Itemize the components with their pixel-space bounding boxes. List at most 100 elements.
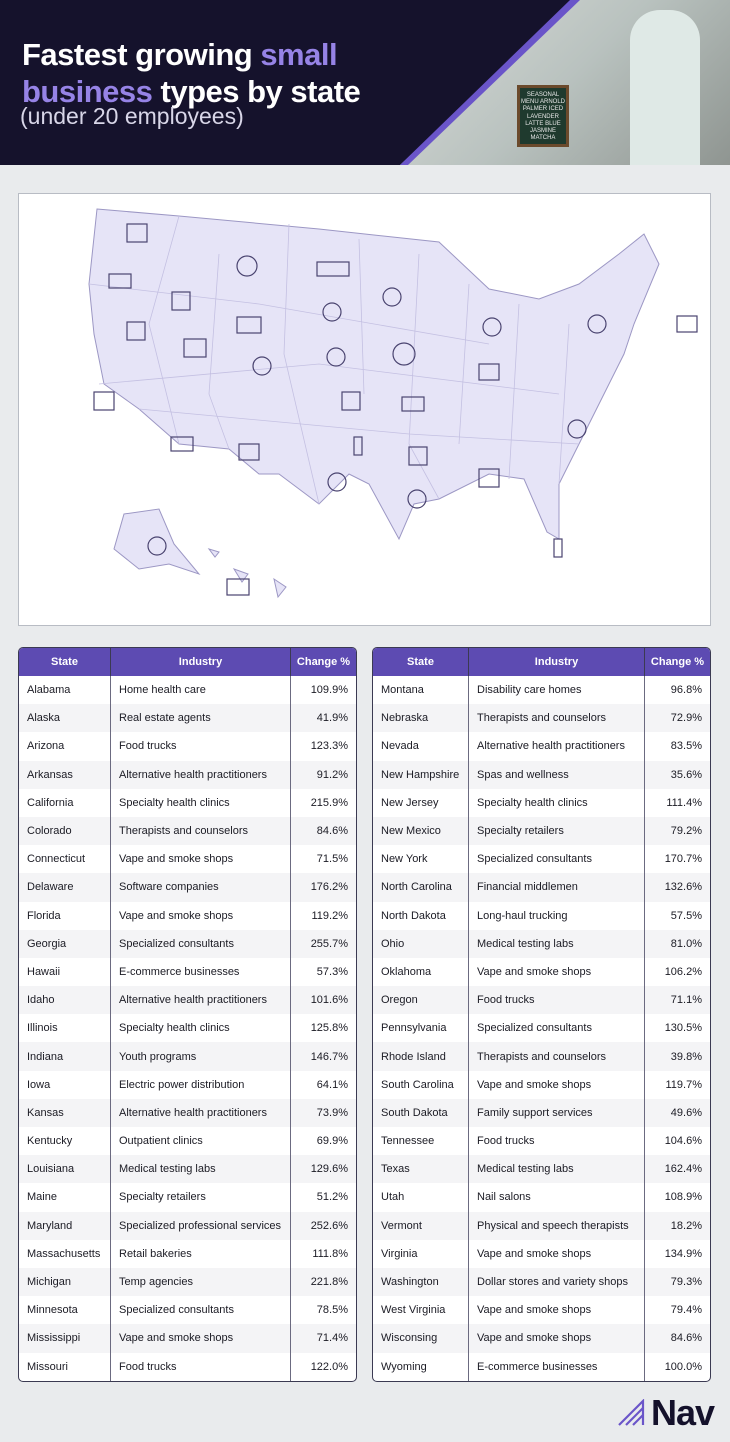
vape-icon	[353, 436, 363, 456]
cell-state: Montana	[373, 676, 469, 705]
cell-change: 162.4%	[645, 1155, 710, 1184]
cell-change: 255.7%	[291, 929, 356, 958]
food-truck-icon	[108, 273, 132, 289]
cell-industry: Therapists and counselors	[469, 1042, 645, 1071]
medical-lab-icon	[327, 472, 347, 492]
table-row: Michigan Temp agencies 221.8%	[19, 1267, 356, 1297]
cell-change: 119.7%	[665, 1078, 703, 1091]
cell-industry: Vape and smoke shops	[111, 1324, 291, 1353]
cell-industry: Software companies	[111, 873, 291, 902]
cell-industry: Long-haul trucking	[469, 901, 645, 930]
cell-industry: Food trucks	[469, 1127, 645, 1156]
cell-change: 106.2%	[664, 965, 702, 978]
cell-state: Georgia	[19, 929, 111, 958]
cell-change: 215.9%	[310, 796, 348, 809]
cell-industry: Financial middlemen	[469, 873, 645, 902]
cell-state: West Virginia	[373, 1296, 469, 1325]
table-row: Iowa Electric power distribution 64.1%	[19, 1070, 356, 1099]
cell-change: 111.8%	[312, 1247, 348, 1260]
health-clinic-icon	[126, 321, 146, 341]
cell-change: 69.9%	[316, 1135, 348, 1148]
cell-state: Florida	[19, 901, 111, 930]
cell-state: Illinois	[19, 1014, 111, 1043]
cell-change: 252.6%	[291, 1211, 356, 1240]
cell-state: Pennsylvania	[373, 1014, 469, 1043]
table-row: Tennessee Food trucks 104.6%	[373, 1127, 710, 1156]
cell-change: 64.1%	[316, 1078, 348, 1091]
bakery-icon	[93, 391, 115, 411]
barista-figure	[630, 10, 700, 165]
cell-industry: Specialized consultants	[469, 1014, 645, 1043]
home-health-icon	[478, 468, 500, 488]
table-row: West Virginia Vape and smoke shops 79.4%	[373, 1296, 710, 1325]
cell-change: 132.6%	[645, 873, 710, 902]
cell-change: 119.2%	[311, 909, 349, 922]
cell-industry: Home health care	[111, 676, 291, 705]
table-row: Arizona Food trucks 123.3%	[19, 732, 356, 761]
medical-lab-icon	[407, 489, 427, 509]
cell-state: Ohio	[373, 929, 469, 958]
table-row: Colorado Therapists and counselors 84.6%	[19, 816, 356, 846]
us-map-card	[18, 193, 711, 626]
cell-change: 84.6%	[645, 1324, 710, 1353]
cell-industry: Spas and wellness	[469, 760, 645, 789]
ecommerce-icon	[226, 578, 250, 596]
table-row: New Jersey Specialty health clinics 111.4%	[373, 788, 710, 817]
table-row: California Specialty health clinics 215.9%	[19, 788, 356, 817]
retail-store-icon	[126, 223, 148, 243]
cell-industry: Vape and smoke shops	[469, 957, 645, 987]
cell-change: 18.2%	[645, 1211, 710, 1240]
cell-change: 91.2%	[291, 760, 356, 789]
cell-state: South Dakota	[373, 1098, 469, 1127]
table-row: Georgia Specialized consultants 255.7%	[19, 929, 356, 958]
hero-banner: SEASONAL MENU ARNOLD PALMER ICED LAVENDE…	[0, 0, 730, 165]
cell-state: Texas	[373, 1155, 469, 1184]
therapist-icon	[252, 356, 272, 376]
table-row: Illinois Specialty health clinics 125.8%	[19, 1014, 356, 1043]
page-subtitle: (under 20 employees)	[20, 103, 244, 129]
col-industry: Industry	[469, 648, 645, 676]
table-row: Virginia Vape and smoke shops 134.9%	[373, 1239, 710, 1268]
cell-change: 73.9%	[291, 1098, 356, 1127]
table-row: Kansas Alternative health practitioners 73…	[19, 1098, 356, 1127]
cell-change: 83.5%	[670, 740, 702, 753]
cell-industry: Specialty retailers	[111, 1183, 291, 1212]
table-row: Connecticut Vape and smoke shops 71.5%	[19, 845, 356, 874]
cell-industry: Medical testing labs	[469, 929, 645, 958]
table-row: Idaho Alternative health practitioners 101…	[19, 986, 356, 1015]
cell-industry: Food trucks	[111, 732, 291, 761]
cell-industry: Food trucks	[111, 1352, 291, 1381]
table-row: Pennsylvania Specialized consultants 130.5…	[373, 1014, 710, 1043]
cell-state: Vermont	[373, 1211, 469, 1240]
contiguous-us-shape	[88, 208, 660, 541]
disability-care-icon	[236, 255, 258, 277]
cell-state: New Hampshire	[373, 760, 469, 789]
table-row: Oklahoma Vape and smoke shops 106.2%	[373, 957, 710, 987]
cell-state: Kansas	[19, 1098, 111, 1127]
cell-change: 78.5%	[316, 1304, 348, 1317]
cell-state: North Carolina	[373, 873, 469, 902]
cell-change: 79.3%	[645, 1267, 710, 1297]
cell-change: 123.3%	[310, 740, 348, 753]
cell-change: 71.5%	[316, 853, 348, 866]
cell-change: 81.0%	[645, 929, 710, 958]
table-row: Missouri Food trucks 122.0%	[19, 1352, 356, 1381]
hawaii-shape	[207, 548, 287, 599]
cell-industry: Nail salons	[469, 1183, 645, 1212]
table-row: North Dakota Long-haul trucking 57.5%	[373, 901, 710, 930]
cell-industry: Medical testing labs	[111, 1155, 291, 1184]
cell-state: Kentucky	[19, 1127, 111, 1156]
cell-change: 71.1%	[645, 986, 710, 1015]
cell-industry: Food trucks	[469, 986, 645, 1015]
cell-change: 134.9%	[664, 1247, 702, 1260]
health-clinic-icon	[171, 291, 191, 311]
therapist-icon	[326, 347, 346, 367]
table-row: Montana Disability care homes 96.8%	[373, 676, 710, 705]
real-estate-icon	[147, 536, 167, 556]
cell-state: Connecticut	[19, 845, 111, 874]
table-row: Hawaii E-commerce businesses 57.3%	[19, 957, 356, 987]
cell-change: 72.9%	[645, 704, 710, 733]
cell-state: New Jersey	[373, 788, 469, 817]
cell-change: 49.6%	[645, 1098, 710, 1127]
table-row: Maryland Specialized professional service…	[19, 1211, 356, 1240]
